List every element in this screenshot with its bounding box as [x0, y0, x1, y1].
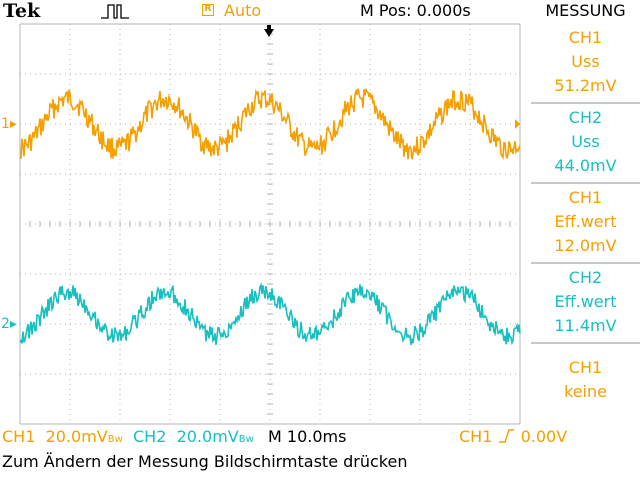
trigger-level-icon	[515, 119, 520, 129]
graticule	[19, 23, 521, 425]
measurement-channel: CH1	[568, 358, 603, 377]
rising-edge-icon	[499, 429, 515, 443]
measurement-type: Eff.wert	[554, 212, 617, 231]
measurement-channel: CH1	[568, 28, 603, 47]
measurement-menu: CH1 Uss 51.2mV CH2 Uss 44.0mV CH1 Eff.we…	[531, 26, 640, 424]
ch1-ground-marker: 1▸	[1, 116, 17, 132]
trigger-pulse-icon	[101, 4, 129, 19]
ch1-scale-readout: CH1 20.0mVBw	[2, 427, 123, 446]
brand-logo: Tek	[3, 0, 41, 22]
measurement-value: 51.2mV	[554, 76, 617, 95]
measurement-channel: CH1	[568, 188, 603, 207]
timebase-readout: M 10.0ms	[268, 427, 347, 446]
measurement-type: Uss	[571, 132, 600, 151]
trigger-mode: Auto	[224, 1, 262, 20]
measurement-type: keine	[564, 382, 607, 401]
measurement-value: 44.0mV	[554, 156, 617, 175]
measurement-slot-5[interactable]: CH1 keine	[531, 356, 640, 432]
help-message: Zum Ändern der Messung Bildschirmtaste d…	[2, 452, 408, 471]
measurement-slot-1[interactable]: CH1 Uss 51.2mV	[531, 26, 640, 104]
ch2-waveform	[19, 282, 521, 346]
trigger-position-stem	[267, 25, 271, 30]
measurement-slot-4[interactable]: CH2 Eff.wert 11.4mV	[531, 266, 640, 344]
ch1-waveform	[19, 87, 521, 161]
trigger-readout: CH1 0.00V	[459, 427, 568, 446]
ch2-ground-marker: 2▸	[1, 316, 17, 332]
horizontal-position: M Pos: 0.000s	[360, 1, 471, 20]
ch2-scale-readout: CH2 20.0mVBw	[133, 427, 254, 446]
measurement-channel: CH2	[568, 108, 603, 127]
waveform-display	[19, 23, 521, 425]
measurement-slot-3[interactable]: CH1 Eff.wert 12.0mV	[531, 186, 640, 264]
measurement-slot-2[interactable]: CH2 Uss 44.0mV	[531, 106, 640, 184]
measurement-value: 11.4mV	[554, 316, 617, 335]
measurement-type: Uss	[571, 52, 600, 71]
measurement-value: 12.0mV	[554, 236, 617, 255]
acquisition-badge: R	[202, 4, 214, 16]
trigger-position-icon	[264, 29, 274, 37]
measurement-channel: CH2	[568, 268, 603, 287]
menu-title: MESSUNG	[545, 1, 626, 20]
measurement-type: Eff.wert	[554, 292, 617, 311]
